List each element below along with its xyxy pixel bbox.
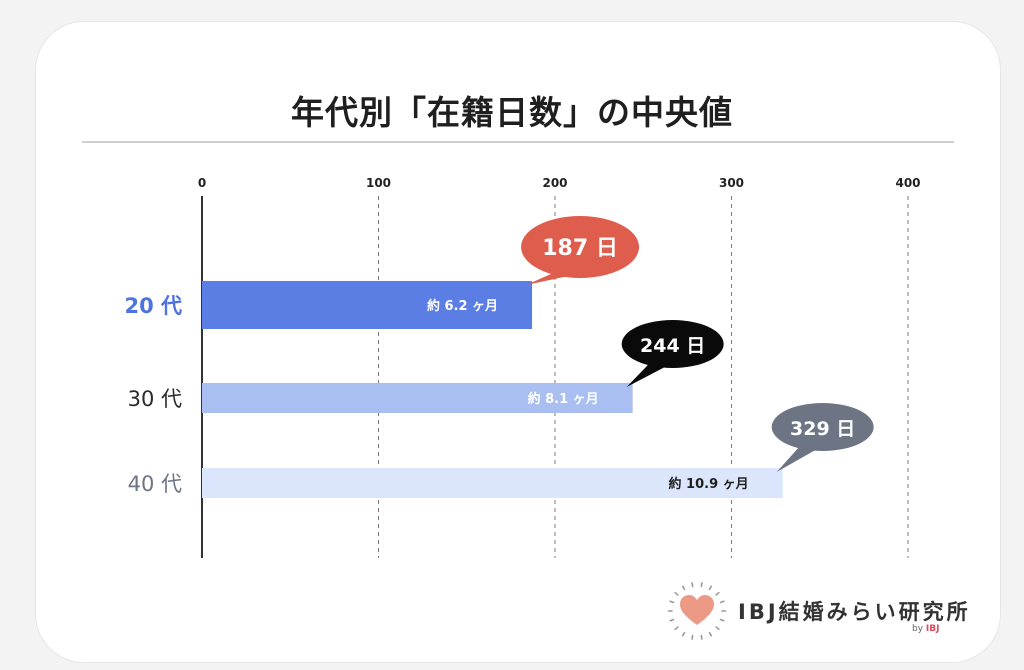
bar	[202, 383, 633, 413]
bubble-tail	[776, 443, 821, 472]
category-label: 40 代	[128, 472, 182, 496]
value-bubble	[521, 216, 640, 278]
ibj-logo: IBJ結婚みらい研究所 by IBJ	[664, 578, 968, 644]
sunburst-ray	[700, 582, 703, 588]
logo-by-label: by	[912, 624, 924, 634]
sunburst-ray	[681, 585, 686, 591]
sunburst-ray	[674, 591, 679, 596]
bar	[202, 281, 533, 329]
x-tick-label: 300	[719, 176, 744, 190]
title-divider	[82, 141, 954, 143]
logo-by-brand: IBJ	[925, 624, 940, 634]
sunburst-ray	[691, 634, 694, 640]
sunburst-ray	[715, 626, 720, 631]
value-label: 244 日	[640, 335, 705, 357]
bar	[202, 468, 783, 498]
x-tick-label: 400	[895, 176, 920, 190]
bar-label: 約 6.2 ヶ月	[427, 298, 498, 314]
sunburst-ray	[681, 631, 686, 637]
bar-label: 約 10.9 ヶ月	[669, 476, 749, 492]
sunburst-ray	[674, 626, 679, 631]
logo-byline: by IBJ	[912, 624, 939, 634]
bar-label: 約 8.1 ヶ月	[528, 391, 599, 407]
category-label: 20 代	[124, 294, 182, 318]
x-tick-label: 200	[542, 176, 567, 190]
value-label: 187 日	[542, 236, 618, 261]
sunburst-ray	[708, 585, 713, 591]
value-bubble	[771, 403, 874, 451]
sunburst-ray	[708, 631, 713, 637]
value-label: 329 日	[790, 418, 855, 440]
sunburst-ray	[700, 634, 703, 640]
logo-text: IBJ結婚みらい研究所	[738, 600, 971, 624]
category-label: 30 代	[128, 387, 182, 411]
chart-title: 年代別「在籍日数」の中央値	[291, 93, 733, 132]
sunburst-ray	[719, 600, 725, 604]
sunburst-ray	[715, 591, 720, 596]
sunburst-ray	[719, 618, 725, 622]
x-tick-label: 100	[366, 176, 391, 190]
sunburst-ray	[669, 600, 675, 604]
sunburst-ray	[691, 582, 694, 588]
heart-sunburst-icon	[667, 582, 727, 640]
value-bubble	[621, 320, 724, 368]
x-tick-label: 0	[198, 176, 206, 190]
sunburst-ray	[669, 618, 675, 622]
chart-card	[36, 22, 1000, 662]
